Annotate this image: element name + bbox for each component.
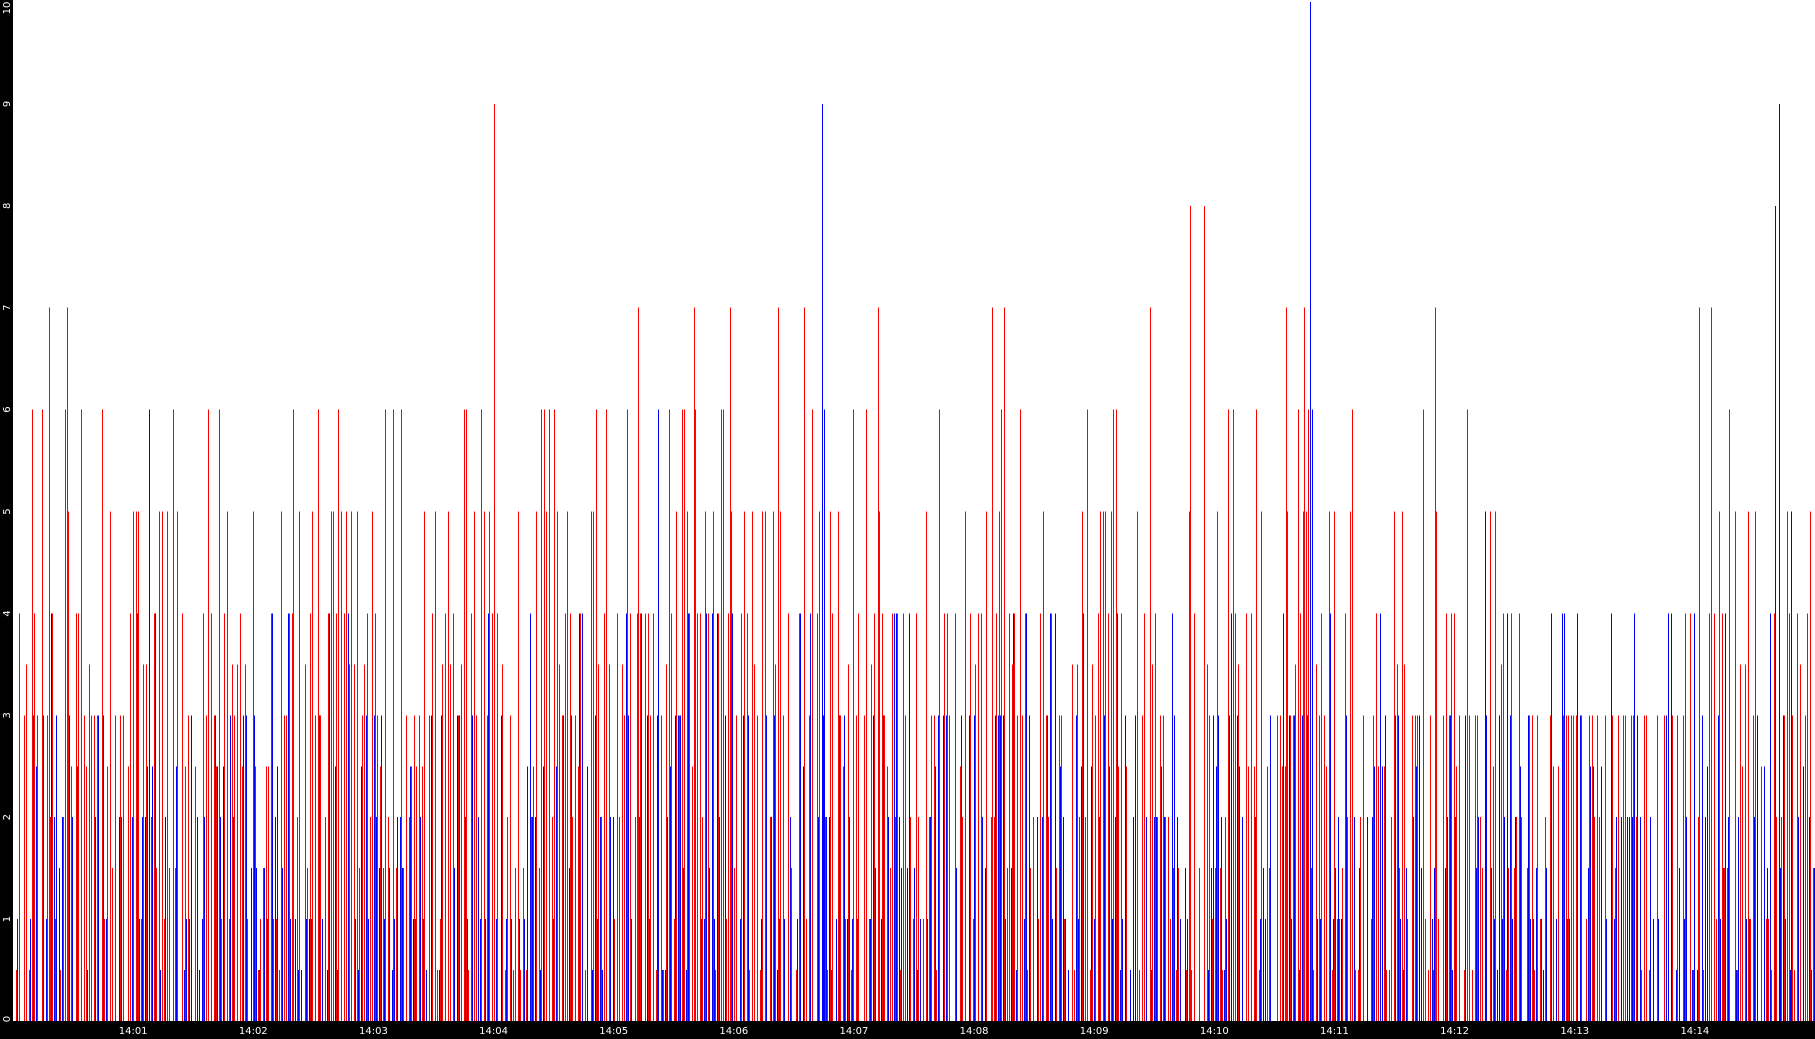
y-tick-label: 3 bbox=[2, 712, 13, 718]
x-tick-label: 14:01 bbox=[119, 1026, 148, 1037]
y-tick-label: 10 bbox=[2, 2, 13, 15]
x-tick-label: 14:03 bbox=[359, 1026, 388, 1037]
plot-area bbox=[13, 0, 1815, 1021]
y-tick-label: 7 bbox=[2, 305, 13, 311]
x-tick-label: 14:10 bbox=[1200, 1026, 1229, 1037]
bars-layer bbox=[16, 2, 1815, 1021]
y-tick-label: 2 bbox=[2, 814, 13, 820]
y-tick-label: 9 bbox=[2, 101, 13, 107]
x-tick-label: 14:08 bbox=[960, 1026, 989, 1037]
y-axis-ticks: 0 1 2 3 4 5 6 7 8 9 10 bbox=[2, 2, 13, 1023]
x-tick-label: 14:07 bbox=[840, 1026, 869, 1037]
x-tick-label: 14:09 bbox=[1080, 1026, 1109, 1037]
x-tick-label: 14:14 bbox=[1680, 1026, 1709, 1037]
y-tick-label: 4 bbox=[2, 610, 13, 616]
y-tick-label: 0 bbox=[2, 1016, 13, 1022]
x-tick-label: 14:06 bbox=[719, 1026, 748, 1037]
x-tick-label: 14:04 bbox=[479, 1026, 508, 1037]
x-axis-ticks: 14:01 14:02 14:03 14:04 14:05 14:06 14:07 14:08… bbox=[119, 1026, 1710, 1037]
y-tick-label: 5 bbox=[2, 508, 13, 514]
y-tick-label: 8 bbox=[2, 203, 13, 209]
x-tick-label: 14:12 bbox=[1440, 1026, 1469, 1037]
y-tick-label: 6 bbox=[2, 406, 13, 412]
y-axis-band bbox=[0, 0, 13, 1039]
x-tick-label: 14:11 bbox=[1320, 1026, 1349, 1037]
x-axis-band bbox=[0, 1021, 1815, 1039]
x-tick-label: 14:02 bbox=[239, 1026, 268, 1037]
x-tick-label: 14:05 bbox=[599, 1026, 628, 1037]
x-tick-label: 14:13 bbox=[1560, 1026, 1589, 1037]
y-tick-label: 1 bbox=[2, 916, 13, 922]
